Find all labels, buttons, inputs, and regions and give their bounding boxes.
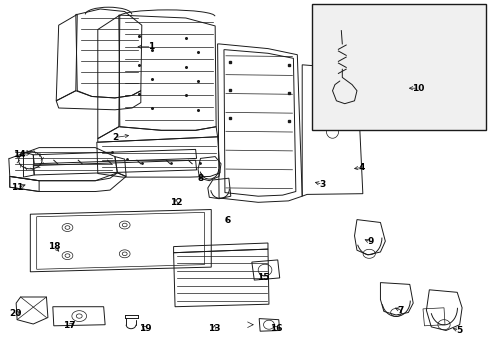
Text: 13: 13 [207,324,220,333]
Text: 9: 9 [366,238,373,246]
Text: 6: 6 [224,216,230,225]
Text: 7: 7 [397,306,404,315]
Bar [311,4,485,130]
Text: 3: 3 [319,180,325,189]
Text: 5: 5 [456,326,462,335]
Text: 12: 12 [169,198,182,207]
Text: 16: 16 [269,324,282,333]
Text: 10: 10 [411,84,424,93]
Text: 15: 15 [256,274,269,282]
Text: 8: 8 [197,174,203,183]
Text: 14: 14 [13,150,26,159]
Text: 4: 4 [358,163,365,172]
Text: 18: 18 [48,242,61,251]
Text: 1: 1 [148,42,154,51]
Text: 11: 11 [11,184,23,192]
Text: 20: 20 [9,309,22,318]
Text: 19: 19 [139,324,152,333]
Text: 2: 2 [112,133,118,142]
Text: 17: 17 [63,321,76,330]
